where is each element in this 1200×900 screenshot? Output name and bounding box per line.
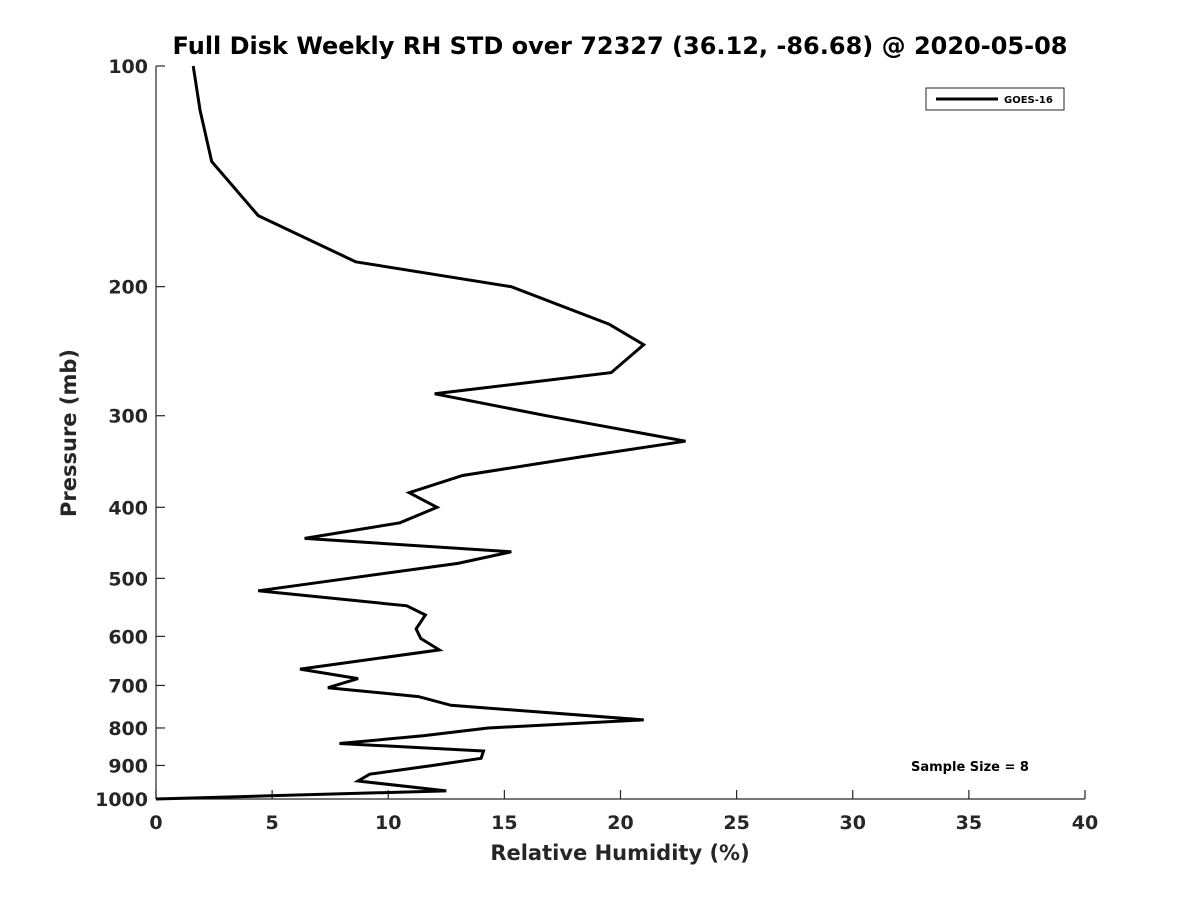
series-layer xyxy=(155,65,686,801)
chart-title: Full Disk Weekly RH STD over 72327 (36.1… xyxy=(173,32,1068,60)
y-tick-label: 300 xyxy=(108,406,148,428)
x-axis-label: Relative Humidity (%) xyxy=(490,841,749,865)
y-tick-label: 200 xyxy=(108,277,148,299)
x-tick-label: 15 xyxy=(491,812,517,834)
sample-size-annotation: Sample Size = 8 xyxy=(911,760,1029,775)
y-ticks: 100 200 300 400 500 600 700 800 900 1000 xyxy=(95,56,165,811)
y-tick-label: 700 xyxy=(108,675,148,697)
y-tick-label: 500 xyxy=(108,568,148,590)
series-line-goes-16 xyxy=(155,65,686,801)
y-tick-label: 600 xyxy=(108,626,148,648)
x-tick-label: 5 xyxy=(266,812,279,834)
y-tick-label: 800 xyxy=(108,718,148,740)
x-tick-label: 0 xyxy=(149,812,162,834)
y-tick-label: 100 xyxy=(108,56,148,78)
legend-label-goes-16: GOES-16 xyxy=(1004,95,1053,106)
x-tick-label: 10 xyxy=(375,812,401,834)
axes xyxy=(155,66,1085,800)
y-axis-label: Pressure (mb) xyxy=(57,349,81,517)
y-tick-label: 900 xyxy=(108,755,148,777)
x-tick-label: 20 xyxy=(607,812,633,834)
y-tick-label: 1000 xyxy=(95,789,148,811)
x-tick-label: 25 xyxy=(723,812,749,834)
x-tick-label: 35 xyxy=(956,812,982,834)
x-tick-label: 40 xyxy=(1072,812,1098,834)
legend: GOES-16 xyxy=(925,87,1065,111)
x-tick-label: 30 xyxy=(840,812,866,834)
x-ticks: 0 5 10 15 20 25 30 35 40 xyxy=(149,790,1098,834)
y-tick-label: 400 xyxy=(108,497,148,519)
